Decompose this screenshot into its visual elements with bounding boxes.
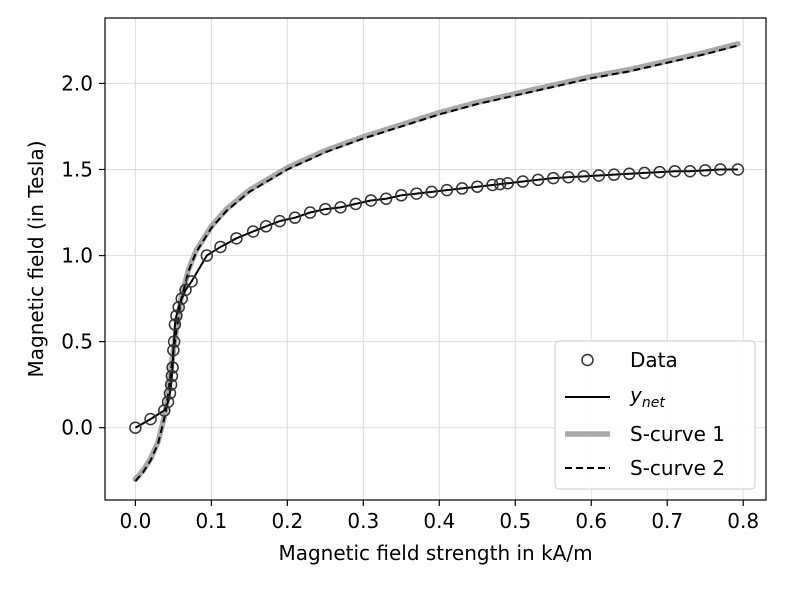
data-point: [668, 164, 682, 178]
data-point: [164, 378, 178, 391]
y-tick-label: 0.0: [61, 416, 93, 440]
data-point: [168, 318, 182, 331]
data-point: [425, 185, 438, 199]
grid: [105, 18, 766, 500]
data-point: [200, 249, 214, 262]
x-tick-label: 0.7: [651, 509, 683, 533]
data-point: [638, 166, 651, 180]
data-point: [230, 232, 243, 245]
y-tick-label: 2.0: [61, 71, 93, 95]
data-point: [622, 167, 636, 181]
legend-label-ynet-base: y: [629, 383, 643, 407]
x-tick-label: 0.5: [499, 509, 531, 533]
data-point: [577, 170, 590, 183]
data-point: [531, 173, 545, 187]
data-point: [379, 192, 393, 205]
data-point: [273, 214, 286, 228]
x-tick-label: 0.3: [347, 509, 379, 533]
legend-label-s-curve-1: S-curve 1: [630, 422, 725, 446]
data-point: [731, 163, 745, 176]
x-tick-label: 0.1: [195, 509, 227, 533]
data-point: [165, 369, 179, 383]
data-point: [471, 180, 484, 193]
plot-area: [129, 41, 745, 483]
data-point: [562, 170, 575, 184]
legend-label-ynet-sub: net: [642, 395, 665, 411]
data-point: [592, 169, 606, 182]
legend-label-data: Data: [630, 348, 678, 372]
x-tick-label: 0.0: [119, 509, 151, 533]
data-point: [493, 177, 507, 191]
x-tick-label: 0.8: [727, 509, 759, 533]
data-point: [288, 211, 302, 224]
data-point: [334, 201, 347, 214]
data-point: [698, 164, 712, 177]
legend: Data ynet S-curve 1 S-curve 2: [554, 340, 756, 490]
ticks: 0.0 0.1 0.2 0.3 0.4 0.5 0.6 0.7 0.8 0.0 0.5 1.0 1.5 2…: [61, 71, 759, 533]
y-axis-label: Magnetic field (in Tesla): [24, 140, 48, 377]
data-point: [303, 206, 317, 219]
data-point: [547, 171, 560, 185]
data-point: [129, 421, 142, 434]
legend-label-ynet: ynet: [629, 383, 665, 411]
x-tick-label: 0.6: [575, 509, 607, 533]
data-point: [607, 168, 621, 181]
data-point: [440, 183, 454, 197]
s-curve-2-line: [134, 44, 739, 482]
y-tick-label: 1.5: [61, 157, 93, 181]
data-point: [166, 361, 179, 374]
x-axis-label: Magnetic field strength in kA/m: [278, 541, 592, 565]
data-point: [516, 175, 530, 188]
data-point: [172, 300, 185, 314]
x-tick-label: 0.4: [423, 509, 455, 533]
x-tick-label: 0.2: [271, 509, 303, 533]
y-tick-label: 1.0: [61, 244, 93, 268]
data-point: [395, 189, 408, 202]
data-point: [163, 387, 177, 400]
data-point: [653, 165, 666, 179]
data-point: [455, 182, 469, 195]
data-point: [170, 309, 183, 323]
data-point: [410, 187, 423, 200]
data-point: [714, 163, 727, 176]
data-point: [167, 335, 181, 348]
y-tick-label: 0.5: [61, 330, 93, 354]
legend-box: [554, 340, 756, 490]
data-point: [501, 177, 514, 190]
data-point: [214, 240, 227, 254]
axes-frame: [104, 17, 767, 501]
data-point: [144, 412, 157, 426]
data-point: [179, 283, 192, 297]
data-point: [161, 395, 175, 409]
data-point: [683, 164, 697, 178]
data-point: [259, 220, 273, 233]
data-point: [319, 202, 332, 216]
legend-marker-data: [581, 353, 594, 367]
data-point: [167, 343, 180, 357]
legend-label-s-curve-2: S-curve 2: [630, 456, 725, 480]
data-point: [246, 225, 260, 238]
data-point: [486, 178, 499, 192]
data-point: [349, 197, 362, 211]
data-point: [364, 194, 378, 207]
data-point: [185, 275, 198, 288]
